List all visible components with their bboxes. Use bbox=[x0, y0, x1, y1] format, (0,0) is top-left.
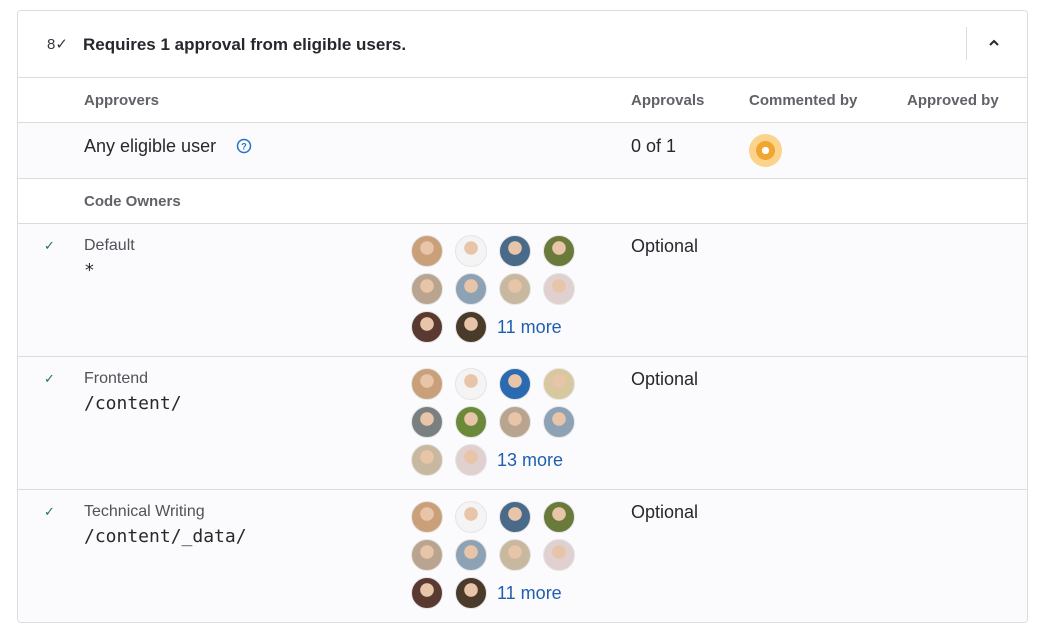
user-avatar[interactable] bbox=[411, 406, 443, 438]
collapse-button[interactable] bbox=[980, 29, 1008, 57]
user-avatar[interactable] bbox=[499, 235, 531, 267]
user-avatar[interactable] bbox=[499, 273, 531, 305]
user-avatar[interactable] bbox=[455, 235, 487, 267]
column-approved-by: Approved by bbox=[907, 92, 999, 109]
user-avatar[interactable] bbox=[455, 273, 487, 305]
user-avatar[interactable] bbox=[543, 501, 575, 533]
rule-name: Frontend bbox=[84, 370, 149, 387]
svg-text:?: ? bbox=[241, 142, 247, 152]
user-avatar[interactable] bbox=[455, 577, 487, 609]
table-row: ✓ Default * 11 more Optional bbox=[18, 224, 1027, 357]
user-avatar[interactable] bbox=[411, 539, 443, 571]
column-approvals: Approvals bbox=[631, 92, 705, 109]
divider bbox=[966, 27, 967, 60]
user-avatar[interactable] bbox=[499, 501, 531, 533]
user-avatar[interactable] bbox=[411, 368, 443, 400]
user-avatar[interactable] bbox=[411, 273, 443, 305]
user-avatar[interactable] bbox=[543, 273, 575, 305]
user-avatar[interactable] bbox=[455, 368, 487, 400]
table-row: ✓ Frontend /content/ 13 more Optional bbox=[18, 357, 1027, 490]
check-icon: ✓ bbox=[44, 371, 55, 386]
user-avatar[interactable] bbox=[499, 539, 531, 571]
rule-pattern: /content/ bbox=[84, 393, 182, 414]
column-commented-by: Commented by bbox=[749, 92, 858, 109]
table-row: ✓ Technical Writing /content/_data/ 11 m… bbox=[18, 490, 1027, 622]
user-avatar[interactable] bbox=[411, 311, 443, 343]
approver-avatars: 11 more bbox=[411, 501, 591, 609]
section-header: Code Owners bbox=[18, 179, 1027, 224]
chevron-up-icon bbox=[989, 39, 999, 46]
user-avatar[interactable] bbox=[455, 444, 487, 476]
check-icon: ✓ bbox=[44, 504, 55, 519]
approval-status: Optional bbox=[631, 502, 699, 522]
rule-pattern: * bbox=[84, 260, 95, 281]
user-avatar[interactable] bbox=[543, 539, 575, 571]
user-avatar[interactable] bbox=[499, 406, 531, 438]
table-header: Approvers Approvals Commented by Approve… bbox=[18, 78, 1027, 123]
table-row: Any eligible user ? 0 of 1 bbox=[18, 123, 1027, 179]
user-avatar[interactable] bbox=[411, 444, 443, 476]
rule-pattern: /content/_data/ bbox=[84, 526, 247, 547]
user-avatar[interactable] bbox=[499, 368, 531, 400]
user-avatar[interactable] bbox=[455, 311, 487, 343]
user-avatar[interactable] bbox=[543, 406, 575, 438]
column-approvers: Approvers bbox=[84, 92, 160, 109]
approver-avatars: 13 more bbox=[411, 368, 591, 476]
approvals-count: 0 of 1 bbox=[631, 136, 677, 156]
more-approvers-link[interactable]: 11 more bbox=[497, 582, 562, 603]
user-avatar[interactable] bbox=[411, 577, 443, 609]
question-circle-icon[interactable]: ? bbox=[236, 138, 252, 154]
user-avatar[interactable] bbox=[543, 368, 575, 400]
user-avatar[interactable] bbox=[411, 235, 443, 267]
more-approvers-link[interactable]: 13 more bbox=[497, 449, 564, 470]
commenter-avatar[interactable] bbox=[749, 134, 782, 167]
more-approvers-link[interactable]: 11 more bbox=[497, 316, 562, 337]
approval-status: Optional bbox=[631, 369, 699, 389]
section-title: Code Owners bbox=[84, 193, 181, 210]
rule-name: Technical Writing bbox=[84, 503, 205, 520]
approval-status: Optional bbox=[631, 236, 699, 256]
approver-avatars: 11 more bbox=[411, 235, 591, 343]
rule-name: Default bbox=[84, 237, 135, 254]
user-avatar[interactable] bbox=[455, 406, 487, 438]
user-avatar[interactable] bbox=[455, 539, 487, 571]
card-header: 8✓ Requires 1 approval from eligible use… bbox=[18, 11, 1027, 78]
user-avatar[interactable] bbox=[411, 501, 443, 533]
user-avatar[interactable] bbox=[455, 501, 487, 533]
card-title: Requires 1 approval from eligible users. bbox=[83, 35, 407, 54]
approval-rules-card: 8✓ Requires 1 approval from eligible use… bbox=[17, 10, 1028, 623]
check-icon: ✓ bbox=[44, 238, 55, 253]
approver-name: Any eligible user bbox=[84, 136, 217, 156]
approval-user-check-icon: 8✓ bbox=[47, 36, 68, 53]
user-avatar[interactable] bbox=[543, 235, 575, 267]
